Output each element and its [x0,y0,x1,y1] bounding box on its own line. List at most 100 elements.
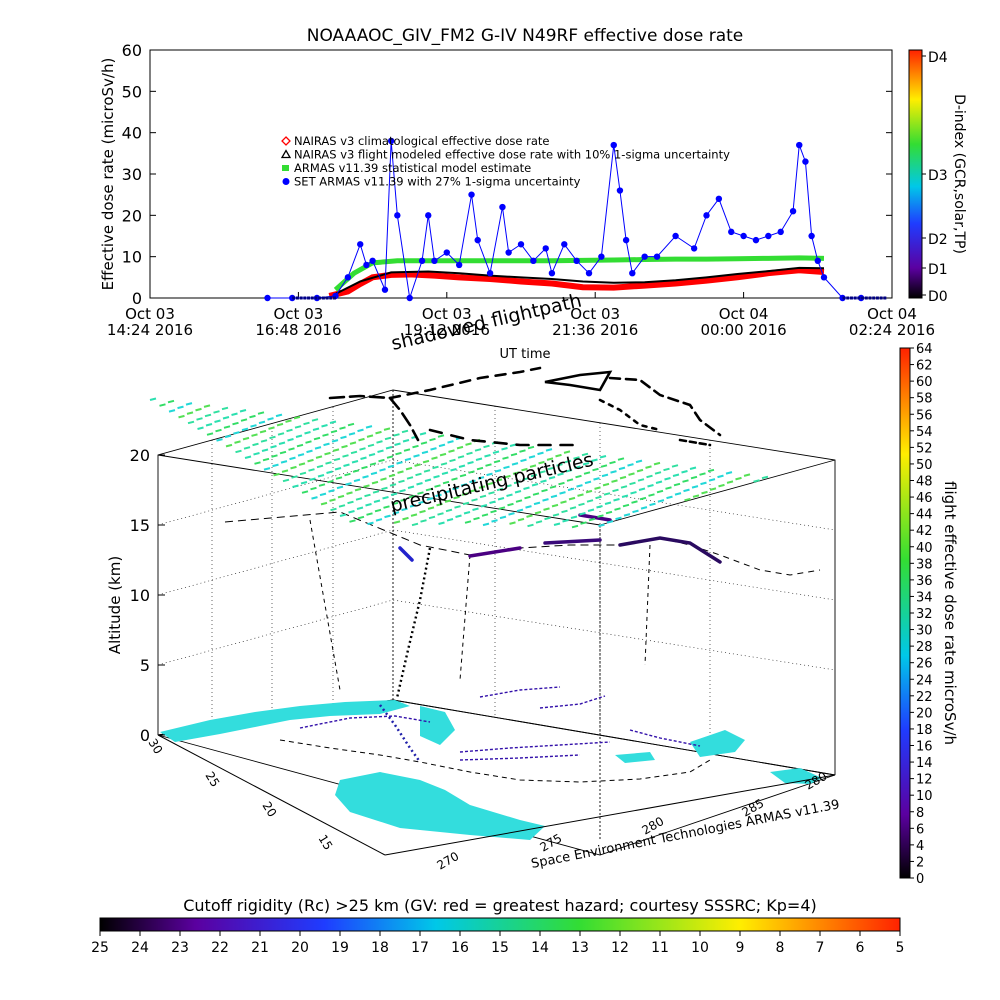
data-point [864,296,868,300]
particle-mark [203,404,211,408]
dose-tick-label: 10 [916,789,933,804]
data-point [752,236,760,244]
particle-mark [416,482,423,486]
particle-mark [615,516,622,521]
dose-tick-label: 24 [916,673,933,688]
particle-mark [449,458,456,463]
particle-mark [326,470,333,474]
particle-mark [583,471,591,475]
dose-tick-label: 44 [916,508,933,523]
particle-mark [423,469,431,473]
particle-mark [431,456,438,460]
particle-mark [430,447,437,451]
dose-tick-label: 26 [916,657,933,672]
particle-mark [464,520,472,524]
particle-mark [358,437,365,442]
particle-mark [477,476,485,480]
particle-mark [351,460,359,464]
particle-mark [639,496,647,501]
particle-mark [197,426,204,430]
particle-mark [296,443,304,448]
legend-marker [282,178,290,185]
dose-colorbar-label: flight effective dose rate microSv/h [941,481,959,745]
particle-mark [318,483,326,487]
particle-mark [632,509,639,514]
precipitating-particles-layer [149,397,769,529]
particle-mark [295,434,303,438]
particle-mark [753,479,760,483]
particle-mark [339,513,347,517]
particle-mark [280,460,288,464]
particle-mark [366,434,374,438]
data-point [872,296,876,300]
particle-mark [692,494,700,498]
particle-mark [235,449,242,454]
particle-mark [411,522,419,527]
particle-mark [195,407,202,412]
particle-mark [592,467,599,472]
particle-mark [298,462,306,466]
particle-mark [224,434,232,439]
particle-mark [473,516,480,521]
legend-entry: SET ARMAS v11.39 with 27% 1-sigma uncert… [282,175,581,189]
particle-mark [289,456,296,461]
particle-mark [567,487,575,492]
particle-mark [426,497,434,501]
data-point [548,270,556,277]
data-point [740,232,747,240]
coastlines [299,686,701,761]
particle-mark [638,487,646,491]
dose-tick-label: 12 [916,773,933,788]
data-point [868,296,872,300]
particle-mark [503,465,510,470]
particle-mark [718,483,725,488]
y-tick-label: 20 [122,206,142,225]
particle-mark [414,463,421,467]
particle-mark [344,472,351,477]
particle-mark [539,470,546,474]
particle-mark [257,411,265,415]
particle-mark [397,470,404,474]
particle-mark [327,479,334,484]
dose-tick-label: 2 [916,855,924,870]
particle-mark [347,422,355,427]
cutoff-tick-label: 20 [291,940,309,956]
data-point [629,270,636,277]
particle-mark [545,448,553,452]
particle-mark [177,405,184,410]
data-point [820,274,828,281]
chart-title: NOAAAOC_GIV_FM2 G-IV N49RF effective dos… [307,26,744,46]
data-point [363,261,370,269]
particle-mark [361,465,368,470]
z-tick-label: 20 [130,446,150,465]
particle-mark [399,489,406,493]
particle-mark [487,481,494,486]
particle-mark [354,487,362,492]
particle-mark [384,436,392,441]
dose-tick-label: 0 [916,872,924,887]
particle-mark [635,459,643,464]
particle-mark [240,418,248,422]
particle-mark [452,486,459,491]
particle-mark [458,464,466,468]
dose-tick-label: 36 [916,574,933,589]
data-point [486,270,494,277]
data-point [431,257,438,264]
data-point [690,245,698,252]
particle-mark [605,510,613,515]
x-tick-day: Oct 04 [867,305,917,323]
particle-mark [575,474,582,479]
particle-mark [419,509,426,514]
particle-mark [270,445,277,449]
particle-mark [287,438,294,442]
data-point [853,296,857,300]
particle-mark [599,455,607,459]
particle-mark [541,488,548,493]
particle-mark [186,411,194,415]
dose-tick-label: 48 [916,475,933,490]
x-tick-time: 00:00 2016 [701,321,787,339]
particle-mark [510,452,518,457]
particle-mark [552,513,560,517]
dose-tick-label: 54 [916,425,933,440]
particle-mark [331,439,339,443]
